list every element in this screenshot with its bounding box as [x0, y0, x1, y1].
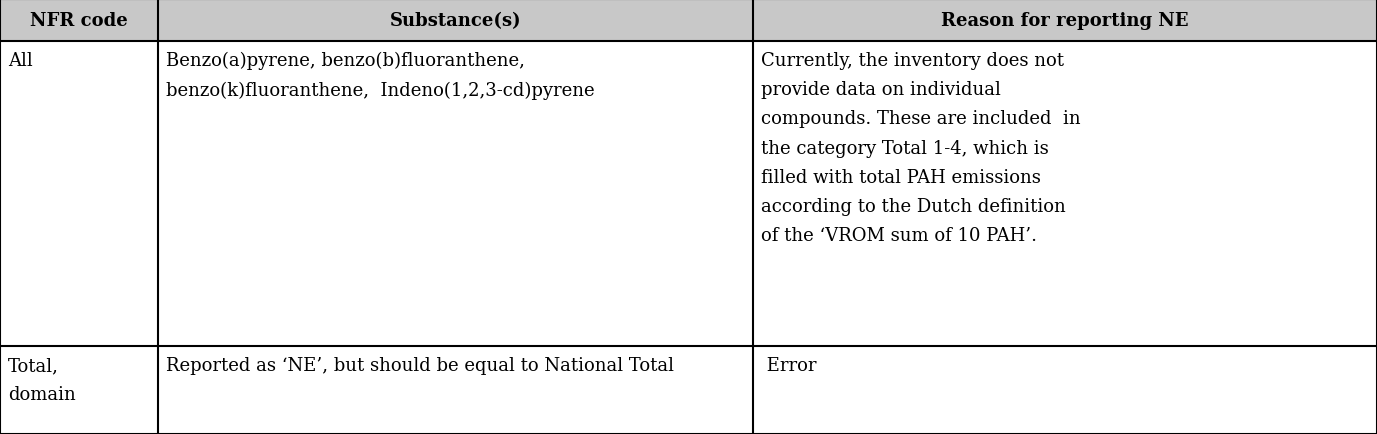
Text: Currently, the inventory does not
provide data on individual
compounds. These ar: Currently, the inventory does not provid…: [761, 52, 1081, 245]
Text: Benzo(a)pyrene, benzo(b)fluoranthene,
benzo(k)fluoranthene,  Indeno(1,2,3-cd)pyr: Benzo(a)pyrene, benzo(b)fluoranthene, be…: [167, 52, 595, 100]
Bar: [0, 0, 1377, 42]
Text: Error: Error: [761, 356, 817, 374]
Text: Total,
domain: Total, domain: [8, 356, 76, 403]
Text: NFR code: NFR code: [30, 12, 128, 30]
Text: All: All: [8, 52, 33, 70]
Text: Substance(s): Substance(s): [390, 12, 522, 30]
Text: Reported as ‘NE’, but should be equal to National Total: Reported as ‘NE’, but should be equal to…: [167, 356, 673, 374]
Text: Reason for reporting NE: Reason for reporting NE: [942, 12, 1188, 30]
